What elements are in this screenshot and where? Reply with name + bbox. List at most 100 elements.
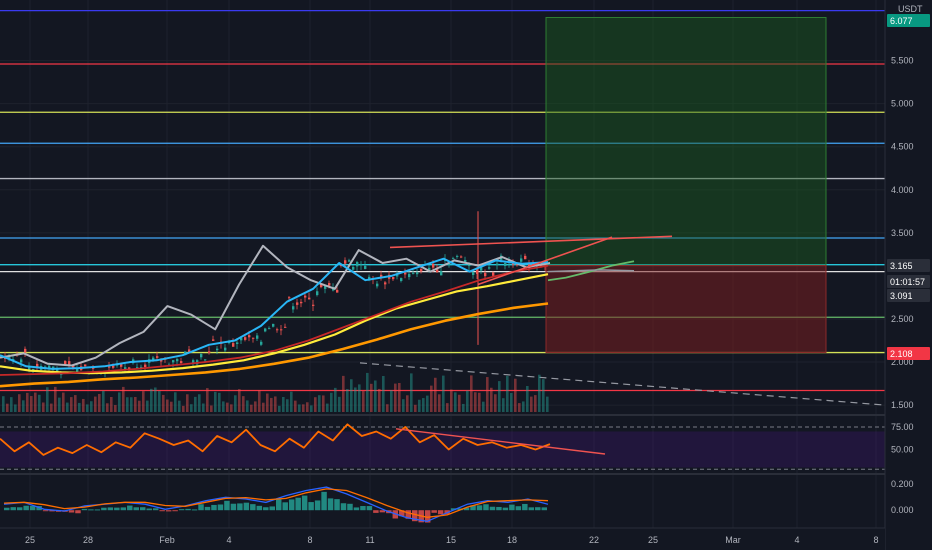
candle-body	[84, 364, 87, 367]
macd-histogram-bar	[379, 510, 386, 513]
volume-bar	[2, 396, 5, 412]
volume-bar	[502, 398, 505, 412]
time-tick-label: Mar	[725, 535, 741, 545]
volume-bar	[158, 391, 161, 412]
long-position-tool[interactable]	[545, 17, 827, 354]
candle-body	[348, 260, 351, 262]
price-label-text: 6.077	[890, 16, 913, 26]
horizontal-levels[interactable]	[0, 9, 886, 406]
series-line-3	[0, 302, 549, 388]
volume-bar	[130, 397, 133, 412]
volume-bar	[430, 385, 433, 412]
candle-body	[208, 351, 211, 354]
macd-histogram-bar	[541, 507, 547, 511]
volume-bar	[86, 404, 89, 412]
candle-body	[252, 337, 255, 339]
macd-histogram-bar	[321, 491, 327, 511]
volume-bar	[146, 400, 149, 412]
candle-body	[380, 274, 383, 278]
price-label-box	[887, 289, 930, 302]
volume-bar	[62, 392, 65, 412]
volume-bar	[274, 396, 277, 412]
candle-body	[400, 278, 403, 282]
candle-body	[404, 272, 407, 275]
macd-histogram-bar	[10, 507, 16, 511]
macd-histogram-bar	[276, 499, 282, 511]
volume-bar	[198, 394, 201, 412]
candle-body	[188, 349, 191, 353]
candle-body	[524, 255, 527, 260]
volume-bar	[434, 377, 437, 412]
candle-body	[344, 260, 347, 264]
volume-bar	[262, 402, 265, 412]
candle-body	[484, 272, 487, 277]
volume-bar	[98, 393, 101, 412]
volume-bar	[126, 397, 129, 412]
macd-histogram-bar	[269, 506, 275, 511]
macd-histogram-bar	[204, 506, 211, 511]
volume-bar	[166, 399, 169, 412]
price-tick-label: 3.500	[891, 228, 914, 238]
candle-body	[108, 366, 111, 368]
candle-body	[256, 335, 259, 339]
trend-lines[interactable]	[389, 235, 673, 286]
candle-body	[192, 360, 195, 363]
volume-bar	[546, 396, 549, 412]
volume-bars	[2, 372, 549, 412]
volume-bar	[306, 402, 309, 412]
macd-histogram-bar	[198, 504, 204, 511]
volume-bar	[410, 373, 413, 412]
volume-bar	[94, 396, 97, 412]
candle-body	[496, 263, 499, 265]
candle-body	[324, 285, 327, 289]
volume-bar	[66, 402, 69, 412]
volume-bar	[206, 388, 209, 412]
volume-bar	[106, 403, 109, 412]
volume-bar	[422, 398, 425, 412]
macd-histogram-bar	[412, 510, 418, 522]
support-trend-line[interactable]	[477, 236, 613, 286]
loss-zone[interactable]	[545, 265, 827, 354]
rsi-pane[interactable]	[0, 423, 885, 470]
macd-pane[interactable]	[3, 486, 549, 523]
currency-label: USDT	[898, 4, 923, 14]
macd-histogram-bar	[470, 505, 476, 511]
volume-bar	[466, 390, 469, 412]
volume-bar	[334, 387, 337, 412]
time-tick-label: 4	[226, 535, 231, 545]
volume-bar	[478, 392, 481, 412]
macd-histogram-bar	[152, 508, 159, 511]
time-tick-label: 22	[589, 535, 599, 545]
rsi-divergence-line[interactable]	[395, 428, 606, 455]
volume-bar	[542, 379, 545, 412]
volume-bar	[202, 403, 205, 412]
candle-body	[384, 282, 387, 285]
macd-histogram-bar	[237, 503, 243, 511]
candle-body	[408, 273, 411, 278]
time-axis[interactable]	[0, 528, 885, 550]
candle-body	[456, 255, 459, 257]
macd-histogram-bar	[360, 506, 366, 511]
macd-histogram-bar	[301, 495, 308, 511]
price-tick-label: 4.000	[891, 185, 914, 195]
volume-bar	[522, 401, 525, 412]
volume-bar	[210, 405, 213, 412]
profit-zone[interactable]	[545, 17, 827, 267]
macd-histogram-bar	[29, 505, 36, 511]
resistance-trend-line[interactable]	[389, 235, 673, 249]
macd-histogram-bar	[230, 503, 237, 511]
candle-body	[280, 329, 283, 331]
volume-bar	[46, 387, 49, 412]
dashed-trend-line[interactable]	[359, 362, 886, 406]
candle-body	[516, 264, 519, 266]
volume-bar	[402, 399, 405, 412]
candle-body	[12, 359, 15, 361]
volume-bar	[482, 401, 485, 412]
volume-bar	[530, 396, 533, 412]
volume-bar	[442, 375, 445, 412]
volume-bar	[358, 384, 361, 412]
time-tick-label: 4	[794, 535, 799, 545]
volume-bar	[26, 392, 29, 412]
volume-bar	[254, 401, 257, 412]
